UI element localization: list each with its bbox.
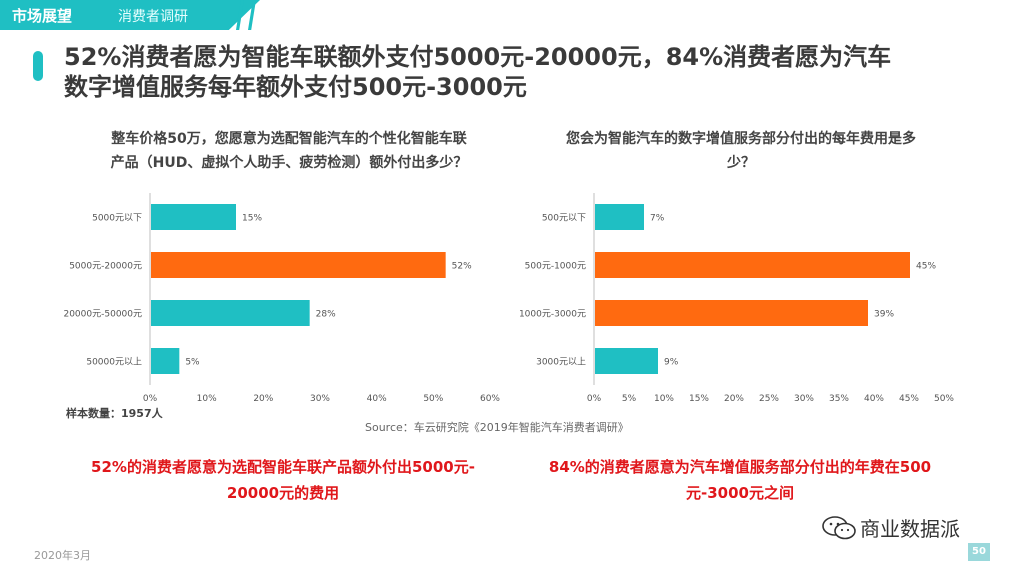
x-tick-label: 35% [829, 394, 849, 404]
bar [595, 252, 910, 278]
data-label: 52% [452, 262, 472, 272]
bar [595, 204, 644, 230]
x-tick-label: 15% [689, 394, 709, 404]
bar [151, 204, 236, 230]
right-conclusion-line: 元-3000元之间 [686, 484, 794, 502]
data-label: 9% [664, 358, 679, 368]
x-tick-label: 25% [759, 394, 779, 404]
header-stripe [236, 0, 244, 30]
x-tick-label: 60% [480, 394, 500, 404]
x-tick-label: 40% [367, 394, 387, 404]
x-tick-label: 0% [587, 394, 602, 404]
bar [595, 348, 658, 374]
data-label: 39% [874, 310, 894, 320]
x-tick-label: 0% [143, 394, 158, 404]
x-tick-label: 30% [310, 394, 330, 404]
bar [151, 252, 446, 278]
sample-size: 样本数量：1957人 [66, 407, 163, 420]
page-title-line: 数字增值服务每年额外支付500元-3000元 [64, 73, 527, 101]
left-conclusion-line: 20000元的费用 [226, 484, 340, 502]
left-question: 整车价格50万，您愿意为选配智能汽车的个性化智能车联 产品（HUD、虚拟个人助手… [60, 127, 518, 175]
x-tick-label: 20% [724, 394, 744, 404]
right-bar-chart: 500元以下 7% 500元-1000元 45% 1000元-3000元 39% 3000元… [519, 193, 954, 404]
brand-name: 商业数据派 [860, 517, 960, 541]
category-label: 5000元以下 [92, 214, 142, 224]
left-question-line: 整车价格50万，您愿意为选配智能汽车的个性化智能车联 [111, 131, 467, 147]
header-stripe [248, 0, 256, 30]
x-tick-label: 10% [197, 394, 217, 404]
category-label: 50000元以上 [86, 357, 142, 368]
left-conclusion-line: 52%的消费者愿意为选配智能车联产品额外付出5000元- [91, 458, 475, 476]
data-label: 5% [185, 358, 200, 368]
right-question-line: 少？ [727, 155, 755, 171]
data-label: 45% [916, 262, 936, 272]
category-label: 1000元-3000元 [519, 310, 586, 320]
right-conclusion-line: 84%的消费者愿意为汽车增值服务部分付出的年费在500 [548, 458, 932, 476]
wechat-icon [822, 516, 856, 540]
report-date: 2020年3月 [34, 549, 91, 562]
title-accent-bar [33, 51, 43, 81]
left-bar-chart: 5000元以下 15% 5000元-20000元 52% 20000元-50000元 28… [63, 193, 500, 404]
section-title: 市场展望 [12, 7, 73, 25]
left-conclusion: 52%的消费者愿意为选配智能车联产品额外付出5000元- 20000元的费用 [48, 454, 518, 506]
right-question-line: 您会为智能汽车的数字增值服务部分付出的每年费用是多 [566, 131, 916, 147]
data-label: 28% [316, 310, 336, 320]
category-label: 5000元-20000元 [69, 262, 142, 272]
x-tick-label: 40% [864, 394, 884, 404]
page-number: 50 [968, 543, 990, 561]
x-tick-label: 30% [794, 394, 814, 404]
category-label: 500元以下 [542, 214, 586, 224]
bar [151, 348, 180, 374]
bar [151, 300, 310, 326]
subsection-title: 消费者调研 [118, 9, 188, 25]
source-note: Source：车云研究院《2019年智能汽车消费者调研》 [365, 421, 629, 434]
x-tick-label: 50% [423, 394, 443, 404]
x-tick-label: 20% [253, 394, 273, 404]
page-title-line: 52%消费者愿为智能车联额外支付5000元-20000元，84%消费者愿为汽车 [64, 43, 892, 71]
bar [595, 300, 868, 326]
page-title: 52%消费者愿为智能车联额外支付5000元-20000元，84%消费者愿为汽车 … [64, 42, 994, 102]
x-tick-label: 5% [622, 394, 637, 404]
left-question-line: 产品（HUD、虚拟个人助手、疲劳检测）额外付出多少？ [110, 155, 468, 171]
category-label: 20000元-50000元 [63, 310, 142, 320]
x-tick-label: 10% [654, 394, 674, 404]
data-label: 15% [242, 214, 262, 224]
x-tick-label: 50% [934, 394, 954, 404]
category-label: 3000元以上 [536, 357, 586, 368]
right-question: 您会为智能汽车的数字增值服务部分付出的每年费用是多 少？ [522, 127, 960, 175]
section-header: 市场展望 消费者调研 [0, 0, 260, 30]
x-tick-label: 45% [899, 394, 919, 404]
category-label: 500元-1000元 [525, 262, 586, 272]
right-conclusion: 84%的消费者愿意为汽车增值服务部分付出的年费在500 元-3000元之间 [510, 454, 970, 506]
data-label: 7% [650, 214, 665, 224]
